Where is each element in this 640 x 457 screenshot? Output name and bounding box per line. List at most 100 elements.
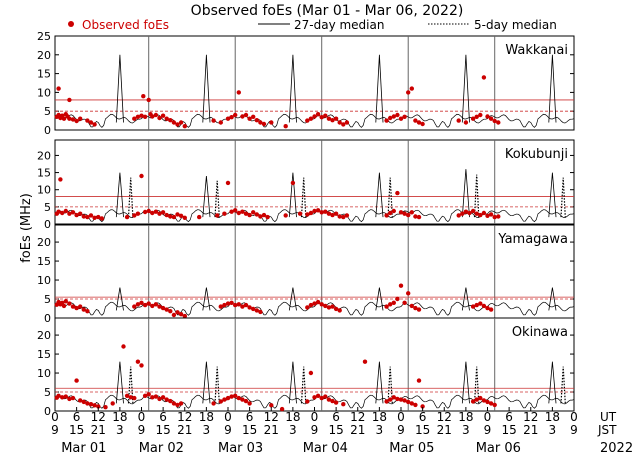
- y-axis-label: foEs (MHz): [19, 193, 34, 263]
- observed-point: [60, 395, 65, 400]
- observed-point: [236, 395, 241, 401]
- observed-point: [240, 304, 245, 309]
- observed-point: [124, 214, 130, 220]
- median-spike: [548, 54, 557, 123]
- y-tick-label: 5: [44, 105, 51, 118]
- observed-point: [240, 209, 245, 214]
- observed-point: [312, 114, 317, 119]
- observed-point: [182, 215, 187, 220]
- observed-point: [474, 302, 479, 308]
- observed-point: [496, 120, 501, 125]
- observed-point: [395, 396, 400, 402]
- observed-point: [222, 302, 227, 308]
- observed-point: [485, 399, 490, 405]
- observed-point: [463, 209, 469, 214]
- observed-point: [142, 393, 148, 398]
- legend-observed-label: Observed foEs: [82, 18, 169, 32]
- y-tick-label: 0: [44, 312, 51, 325]
- observed-point: [236, 302, 241, 307]
- y-tick-label: 20: [37, 149, 51, 162]
- observed-point: [178, 120, 184, 125]
- observed-point: [150, 114, 155, 119]
- observed-point: [344, 213, 350, 218]
- y-tick-label: 25: [37, 30, 51, 43]
- y-tick-label: 10: [37, 367, 51, 380]
- median-5day-spike: [300, 366, 307, 404]
- observed-point: [92, 215, 97, 220]
- ut-tick-label: 18: [458, 410, 473, 424]
- ut-tick-label: 0: [138, 410, 146, 424]
- legend-5day-label: 5-day median: [474, 18, 557, 32]
- day-label: Mar 06: [476, 441, 521, 456]
- median-spike: [548, 287, 557, 311]
- observed-point: [225, 180, 231, 186]
- station-label: Wakkanai: [505, 43, 568, 58]
- observed-point: [88, 402, 94, 407]
- observed-point: [467, 210, 472, 216]
- observed-point: [218, 304, 223, 309]
- observed-point: [384, 304, 389, 309]
- observed-point: [344, 120, 350, 125]
- day-label: Mar 01: [61, 441, 106, 456]
- observed-point: [153, 209, 159, 214]
- observed-point: [78, 398, 83, 403]
- observed-point: [402, 300, 407, 305]
- y-tick-label: 20: [37, 329, 51, 342]
- jst-tick-label: 15: [415, 423, 430, 437]
- chart-title: Observed foEs (Mar 01 - Mar 06, 2022): [191, 3, 464, 19]
- observed-point: [103, 405, 108, 410]
- median-5day-spike: [473, 174, 480, 218]
- observed-point: [261, 212, 267, 218]
- observed-point: [78, 116, 83, 121]
- observed-point: [384, 213, 389, 218]
- ut-tick-label: 0: [311, 410, 319, 424]
- legend-27day-label: 27-day median: [294, 18, 384, 32]
- observed-point: [164, 212, 169, 218]
- observed-point: [178, 213, 184, 218]
- panel-frame: [54, 139, 575, 225]
- observed-point: [341, 122, 346, 127]
- median-5day-spike: [387, 366, 393, 404]
- ut-tick-label: 0: [224, 410, 232, 424]
- observed-point: [463, 120, 469, 125]
- observed-point: [67, 116, 72, 121]
- observed-point: [157, 115, 162, 121]
- observed-point: [74, 212, 79, 218]
- jst-tick-label: 15: [501, 423, 516, 437]
- median-spike: [288, 172, 297, 218]
- observed-point: [243, 112, 249, 118]
- ut-tick-label: 18: [112, 410, 127, 424]
- observed-point: [391, 114, 396, 119]
- median-5day-spike: [560, 177, 566, 218]
- observed-point: [283, 124, 288, 129]
- observed-point: [478, 212, 483, 218]
- observed-point: [171, 401, 177, 406]
- ut-tick-label: 0: [484, 410, 492, 424]
- observed-point: [315, 208, 321, 213]
- observed-point: [384, 399, 389, 404]
- median-spike: [375, 287, 384, 311]
- observed-point: [243, 211, 249, 216]
- observed-point: [333, 306, 339, 312]
- observed-point: [78, 304, 83, 309]
- jst-tick-label: 3: [203, 423, 211, 437]
- observed-point: [78, 211, 83, 216]
- observed-point: [251, 114, 256, 120]
- observed-point: [157, 304, 162, 309]
- observed-point: [247, 401, 252, 406]
- observed-point: [388, 115, 393, 121]
- observed-point: [153, 302, 159, 307]
- observed-point: [175, 212, 180, 217]
- observed-point: [254, 118, 259, 123]
- observed-point: [175, 122, 180, 127]
- panel-okinawa: 0 5 10 15 20 Okinawa: [37, 317, 575, 418]
- observed-point: [470, 116, 476, 121]
- observed-point: [474, 114, 479, 120]
- observed-point: [110, 401, 115, 406]
- observed-point: [413, 118, 418, 123]
- observed-point: [61, 303, 67, 309]
- observed-point: [67, 301, 72, 306]
- observed-point: [135, 211, 141, 216]
- observed-point: [305, 118, 310, 123]
